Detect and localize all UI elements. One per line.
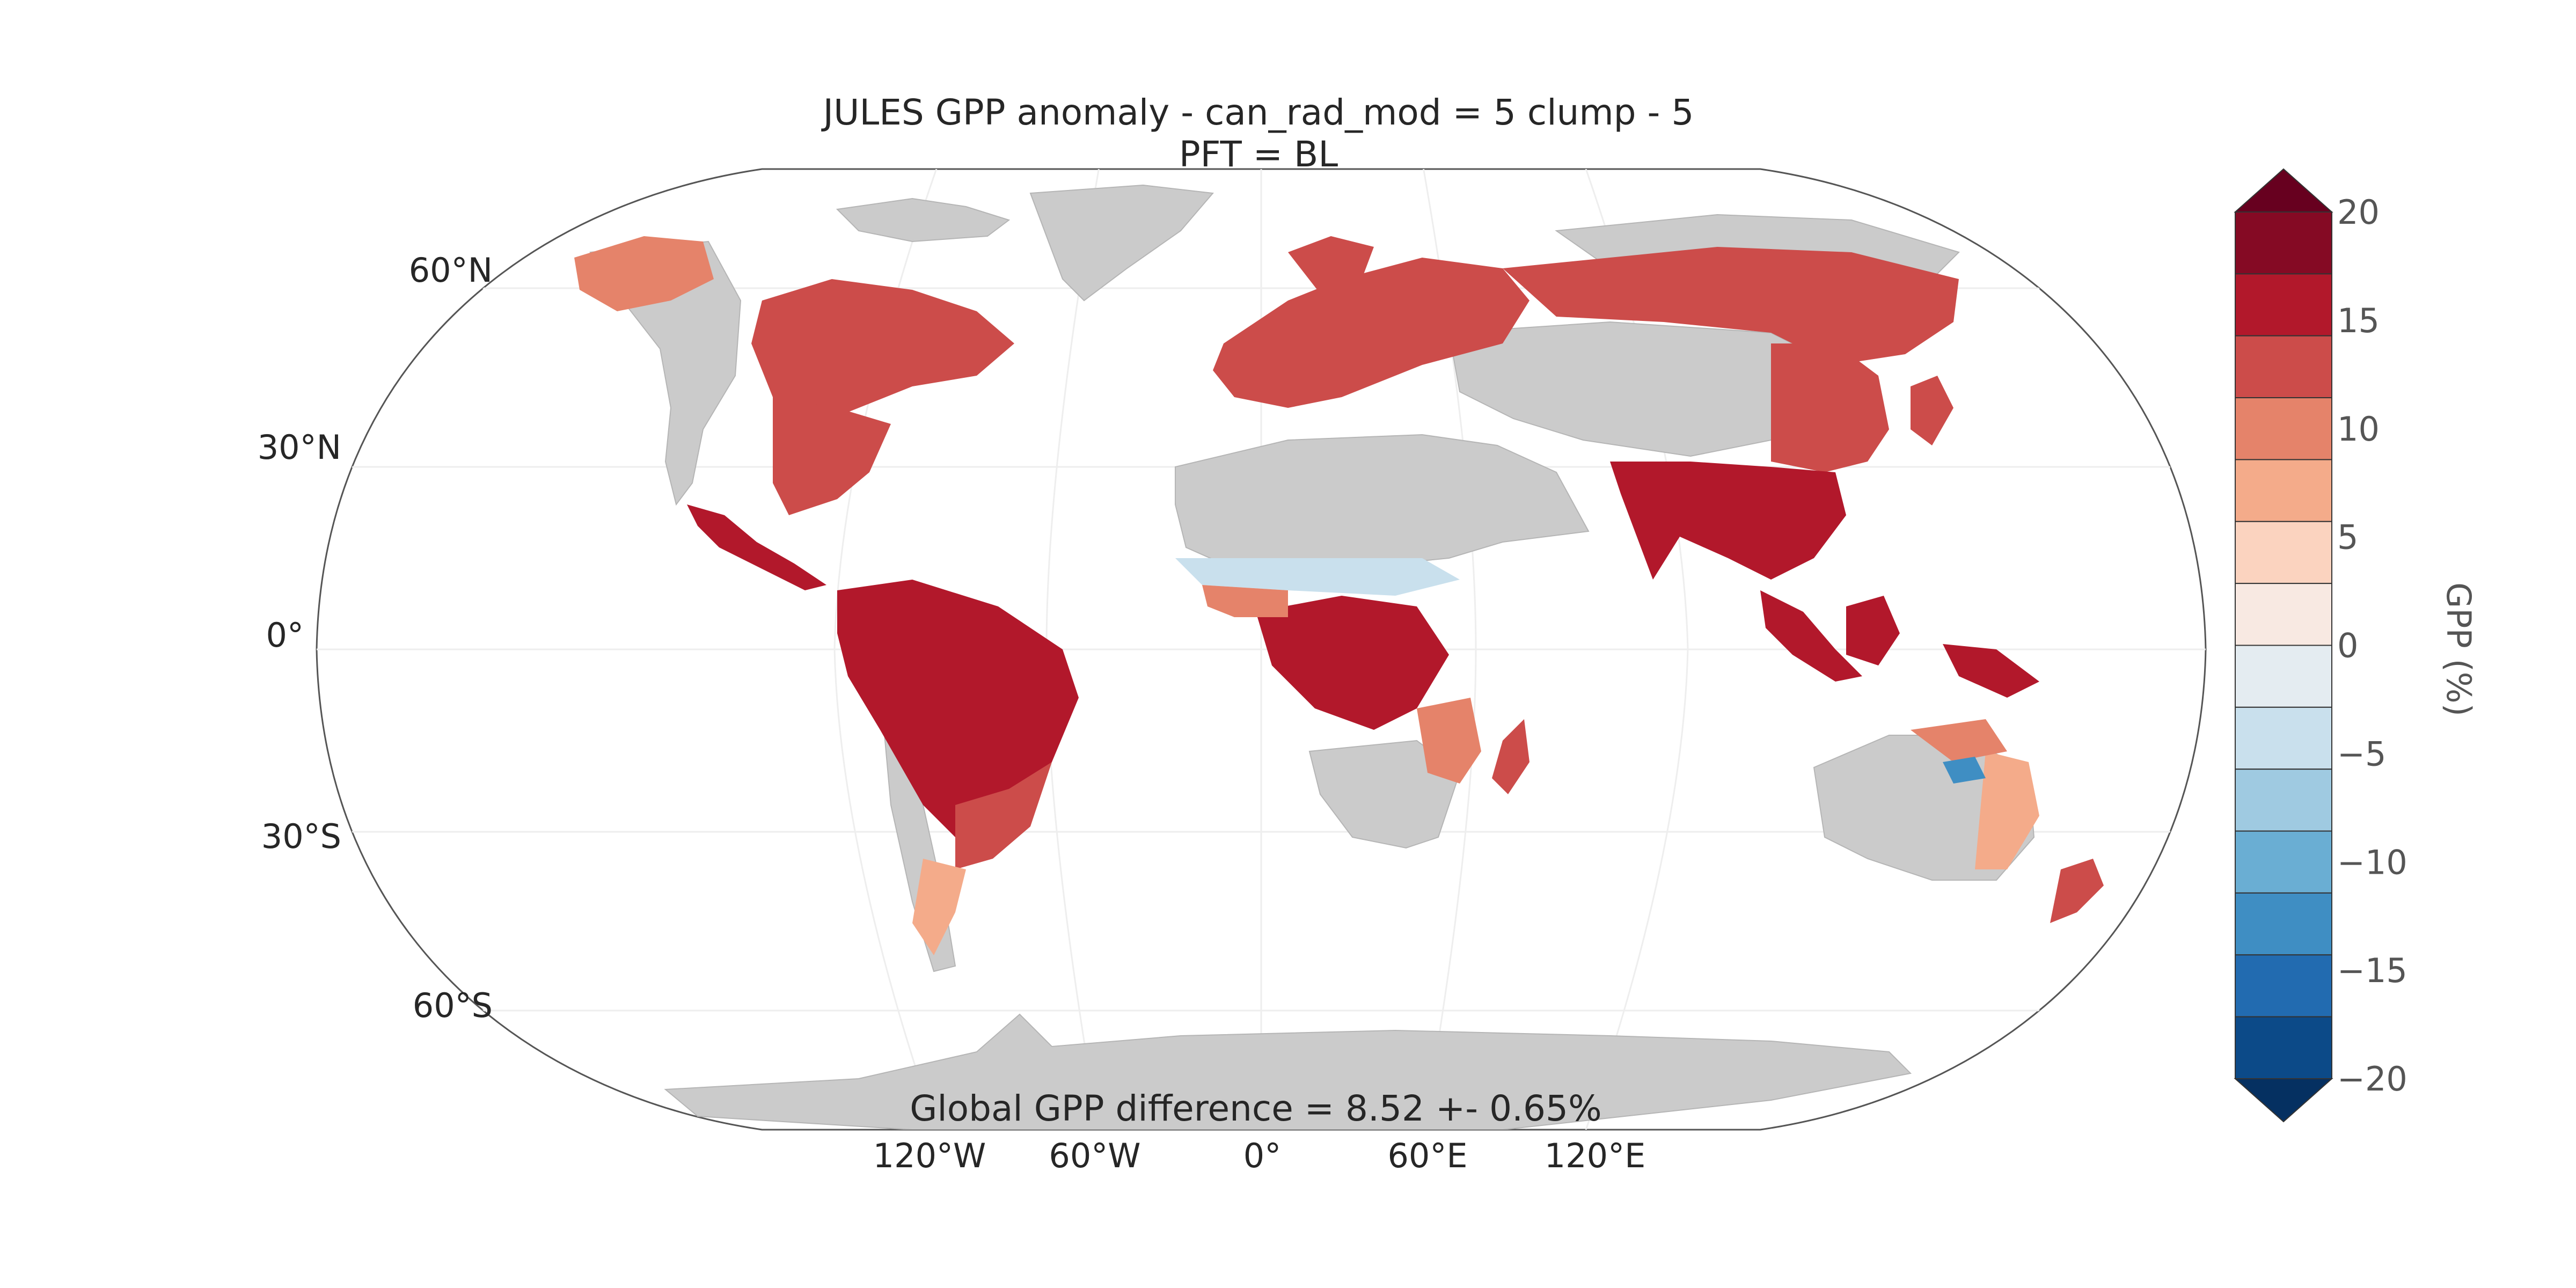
- alaska: [574, 236, 714, 311]
- colorbar-bin: [2235, 1016, 2332, 1079]
- siberia: [1503, 247, 1959, 365]
- colorbar-bin: [2235, 769, 2332, 832]
- map-title-line1: JULES GPP anomaly - can_rad_mod = 5 clum…: [821, 92, 1694, 133]
- australia-north: [1911, 719, 2007, 762]
- greenland: [1029, 184, 1214, 302]
- sahel: [1175, 558, 1460, 596]
- colorbar-ticks: 20 15 10 5 0 −5 −10 −15 −20: [2337, 193, 2407, 1099]
- antarctica: [664, 1013, 1912, 1130]
- colorbar-bin: [2235, 459, 2332, 522]
- lat-label-30n: 30°N: [258, 428, 341, 467]
- colorbar-bin: [2235, 273, 2332, 336]
- colorbar-tick-label: 0: [2337, 626, 2358, 665]
- lon-label-120w: 120°W: [873, 1136, 986, 1175]
- lat-label-0: 0°: [266, 616, 304, 655]
- latitude-labels: 60°N 30°N 0° 30°S 60°S: [258, 251, 493, 1025]
- colorbar-bin: [2235, 521, 2332, 584]
- australia-east: [1975, 751, 2039, 869]
- madagascar: [1492, 719, 1529, 794]
- longitude-labels: 120°W 60°W 0° 60°E 120°E: [873, 1136, 1646, 1175]
- colorbar-tick-label: 15: [2337, 301, 2380, 340]
- lon-label-0: 0°: [1243, 1136, 1281, 1175]
- colorbar-label: GPP (%): [2439, 582, 2478, 716]
- colorbar-extend-min: [2234, 1078, 2333, 1123]
- colorbar-bin: [2235, 645, 2332, 708]
- colorbar-bin: [2235, 706, 2332, 770]
- colorbar-tick-label: 20: [2337, 193, 2380, 232]
- colorbar-bin: [2235, 892, 2332, 956]
- arctic-canada: [836, 197, 1011, 243]
- lon-label-60e: 60°E: [1387, 1136, 1467, 1175]
- east-africa: [1417, 698, 1481, 784]
- central-africa: [1256, 596, 1449, 730]
- land-anomaly: [574, 236, 2104, 955]
- colorbar-bin: [2235, 397, 2332, 460]
- colorbar-tick-label: −20: [2337, 1059, 2407, 1099]
- global-difference-annotation: Global GPP difference = 8.52 +- 0.65%: [910, 1088, 1602, 1129]
- new-guinea: [1943, 644, 2039, 698]
- colorbar-bin: [2235, 211, 2332, 275]
- colorbar-bin: [2235, 830, 2332, 894]
- canada-east: [751, 279, 1014, 429]
- scandinavia: [1288, 236, 1374, 301]
- us-east: [773, 397, 891, 515]
- colorbar-tick-label: −10: [2337, 843, 2407, 882]
- colorbar-bin: [2235, 583, 2332, 646]
- australia-blue-patch: [1943, 757, 1986, 784]
- colorbar-bin: [2235, 954, 2332, 1018]
- land-grey: [589, 184, 2035, 1130]
- indonesia: [1760, 590, 1862, 682]
- lon-label-60w: 60°W: [1049, 1136, 1140, 1175]
- colorbar-tick-label: 10: [2337, 409, 2380, 449]
- lat-label-60n: 60°N: [409, 251, 493, 290]
- lat-label-30s: 30°S: [261, 817, 341, 856]
- east-asia: [1771, 343, 1889, 472]
- sahara-arabia: [1175, 434, 1590, 569]
- west-africa: [1202, 585, 1288, 617]
- colorbar-tick-label: 5: [2337, 518, 2358, 557]
- colorbar-tick-label: −15: [2337, 951, 2407, 990]
- map-title-line2: PFT = BL: [1179, 134, 1338, 175]
- india-seasia: [1610, 462, 1846, 580]
- new-zealand: [2050, 859, 2104, 923]
- colorbar: [2234, 168, 2333, 1123]
- colorbar-extend-max: [2234, 168, 2333, 213]
- lat-label-60s: 60°S: [413, 986, 493, 1025]
- borneo: [1846, 596, 1900, 665]
- europe: [1213, 258, 1529, 408]
- south-america-south: [912, 859, 966, 955]
- central-america: [687, 504, 826, 590]
- south-america-se: [955, 762, 1052, 869]
- japan: [1911, 376, 1953, 445]
- colorbar-bin: [2235, 335, 2332, 399]
- colorbar-tick-label: −5: [2337, 734, 2386, 773]
- amazon: [837, 580, 1079, 837]
- lon-label-120e: 120°E: [1545, 1136, 1646, 1175]
